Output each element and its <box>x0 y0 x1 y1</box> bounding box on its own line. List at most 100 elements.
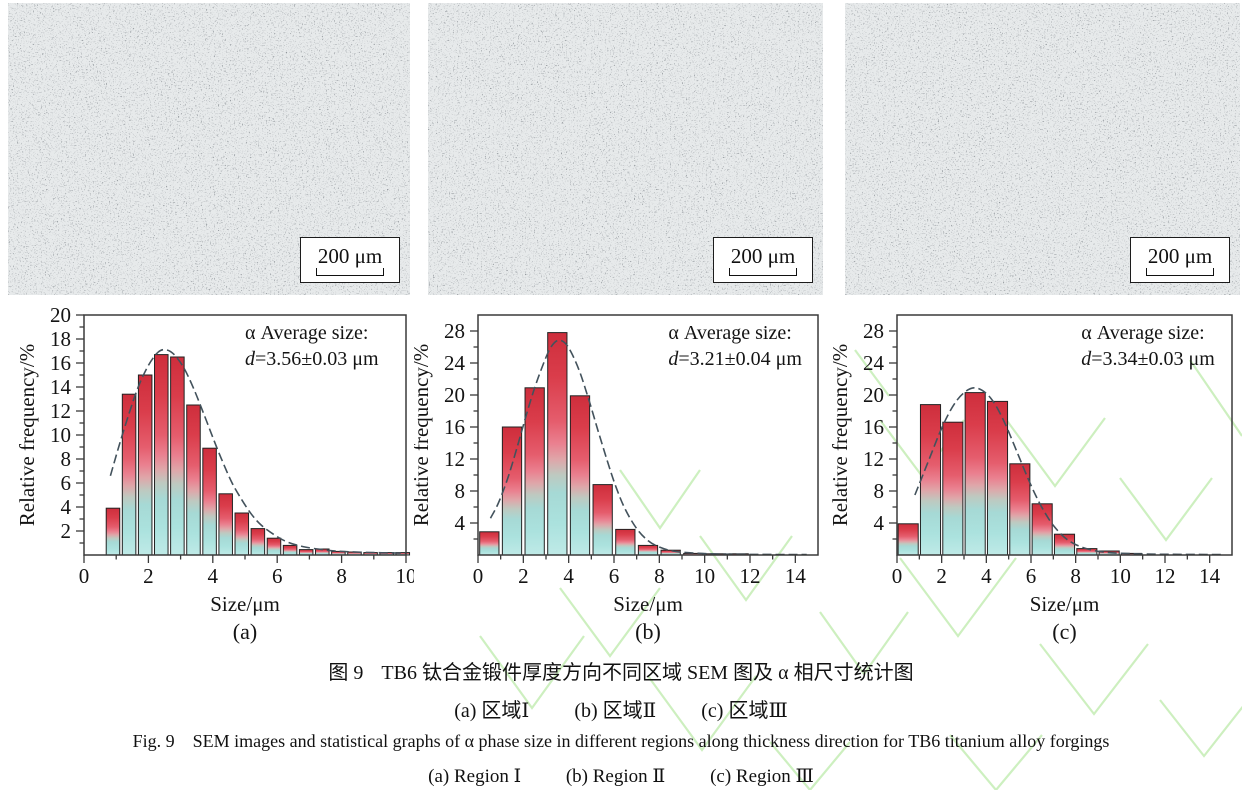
y-tick-label: 28 <box>863 319 884 343</box>
fit-curve <box>109 348 407 554</box>
subplot-label: (b) <box>635 619 661 644</box>
scale-bar-bracket <box>1146 267 1214 276</box>
y-tick-label: 16 <box>444 415 465 439</box>
fit-curve <box>489 339 807 556</box>
bar <box>919 404 942 556</box>
histogram-region-2: 0 2 4 6 8 10 12 14 4 8 12 16 20 24 28 Relative frequenc… <box>409 303 828 655</box>
sem-image-region-1: 200 μm <box>8 3 410 295</box>
x-tick-label: 4 <box>208 564 219 588</box>
bar <box>986 400 1009 556</box>
bar <box>1009 463 1031 556</box>
caption-chinese: 图 9 TB6 钛合金锻件厚度方向不同区域 SEM 图及 α 相尺寸统计图 <box>0 656 1242 685</box>
bar <box>137 374 153 556</box>
bar <box>234 512 250 556</box>
x-tick-label: 2 <box>143 564 154 588</box>
y-tick-label: 4 <box>874 511 885 535</box>
x-tick-label: 8 <box>654 564 665 588</box>
annotation-average-size: α Average size: <box>668 322 791 344</box>
y-tick-label: 20 <box>444 383 465 407</box>
bar <box>298 549 314 556</box>
y-axis-label: Relative frequency/% <box>15 344 39 527</box>
y-tick-label: 18 <box>50 327 71 351</box>
caption-text-zh: TB6 钛合金锻件厚度方向不同区域 SEM 图及 α 相尺寸统计图 <box>381 662 914 684</box>
histogram-region-1: 0 2 4 6 8 10 2 4 6 8 10 12 14 16 18 20 Relative frequenc… <box>0 303 417 655</box>
x-tick-label: 0 <box>892 564 903 588</box>
x-tick-label: 0 <box>473 564 484 588</box>
subcaption-en-a: (a) Region Ⅰ <box>428 766 522 787</box>
x-tick-label: 10 <box>396 564 415 588</box>
y-axis-label: Relative frequency/% <box>828 344 852 527</box>
x-tick-label: 14 <box>1199 564 1221 588</box>
y-tick-label: 2 <box>61 519 72 543</box>
subcaption-en-b: (b) Region Ⅱ <box>565 766 666 787</box>
scale-bar-label: 200 μm <box>317 243 383 268</box>
bar <box>942 421 964 556</box>
sem-image-region-2: 200 μm <box>428 3 823 295</box>
x-tick-label: 0 <box>79 564 90 588</box>
bar <box>615 528 636 556</box>
annotation-d-value: d=3.56±0.03 μm <box>245 348 379 370</box>
bar <box>964 392 986 556</box>
bar <box>897 523 919 556</box>
x-tick-label: 4 <box>981 564 992 588</box>
y-tick-label: 14 <box>50 375 72 399</box>
x-tick-label: 12 <box>740 564 761 588</box>
x-axis-label: Size/μm <box>613 592 683 616</box>
subcaption-zh-a: (a) 区域Ⅰ <box>454 700 530 722</box>
bar <box>266 537 282 556</box>
x-tick-label: 10 <box>694 564 715 588</box>
y-tick-label: 24 <box>863 351 885 375</box>
y-tick-label: 8 <box>61 447 72 471</box>
scale-bar-bracket <box>316 267 384 276</box>
bar <box>170 356 185 556</box>
y-tick-label: 4 <box>455 511 466 535</box>
y-axis-label: Relative frequency/% <box>414 344 433 527</box>
x-tick-label: 10 <box>1110 564 1131 588</box>
bar <box>1031 503 1053 556</box>
x-axis-label: Size/μm <box>1030 592 1100 616</box>
x-tick-label: 8 <box>336 564 347 588</box>
x-axis-label: Size/μm <box>210 592 280 616</box>
x-tick-label: 6 <box>609 564 620 588</box>
bar <box>637 544 659 556</box>
x-tick-label: 6 <box>272 564 283 588</box>
subcaption-en-c: (c) Region Ⅲ <box>710 766 814 787</box>
scale-bar: 200 μm <box>300 237 400 283</box>
x-tick-label: 6 <box>1026 564 1037 588</box>
scale-bar-label: 200 μm <box>730 243 796 268</box>
y-tick-label: 12 <box>50 399 71 423</box>
subcaption-zh-b: (b) 区域Ⅱ <box>574 700 657 722</box>
sem-image-region-3: 200 μm <box>845 3 1240 295</box>
bar <box>186 404 201 556</box>
y-tick-label: 12 <box>444 447 465 471</box>
subplot-label: (a) <box>233 619 257 644</box>
bar <box>569 395 591 556</box>
annotation-average-size: α Average size: <box>1081 322 1204 344</box>
x-tick-label: 4 <box>563 564 574 588</box>
x-tick-label: 2 <box>936 564 947 588</box>
x-tick-label: 12 <box>1155 564 1176 588</box>
subcaption-zh-c: (c) 区域Ⅲ <box>701 700 788 722</box>
y-tick-label: 8 <box>874 479 885 503</box>
bar <box>154 354 169 556</box>
bar <box>282 544 298 556</box>
plot-frame <box>477 314 819 556</box>
figure-number-en: Fig. 9 <box>132 731 175 751</box>
caption-english-sub: (a) Region Ⅰ (b) Region Ⅱ (c) Region Ⅲ <box>0 765 1242 788</box>
scale-bar-bracket <box>729 267 797 276</box>
y-tick-label: 24 <box>444 351 466 375</box>
y-tick-label: 6 <box>61 471 72 495</box>
bar <box>250 528 266 556</box>
scale-bar: 200 μm <box>1130 237 1230 283</box>
x-tick-label: 14 <box>785 564 807 588</box>
scale-bar-label: 200 μm <box>1147 243 1213 268</box>
x-tick-label: 2 <box>518 564 529 588</box>
histogram-region-3: 0 2 4 6 8 10 12 14 4 8 12 16 20 24 28 Relative frequenc… <box>828 303 1242 655</box>
bar <box>547 332 568 556</box>
y-tick-label: 16 <box>863 415 884 439</box>
x-tick-label: 8 <box>1070 564 1081 588</box>
y-tick-label: 20 <box>863 383 884 407</box>
